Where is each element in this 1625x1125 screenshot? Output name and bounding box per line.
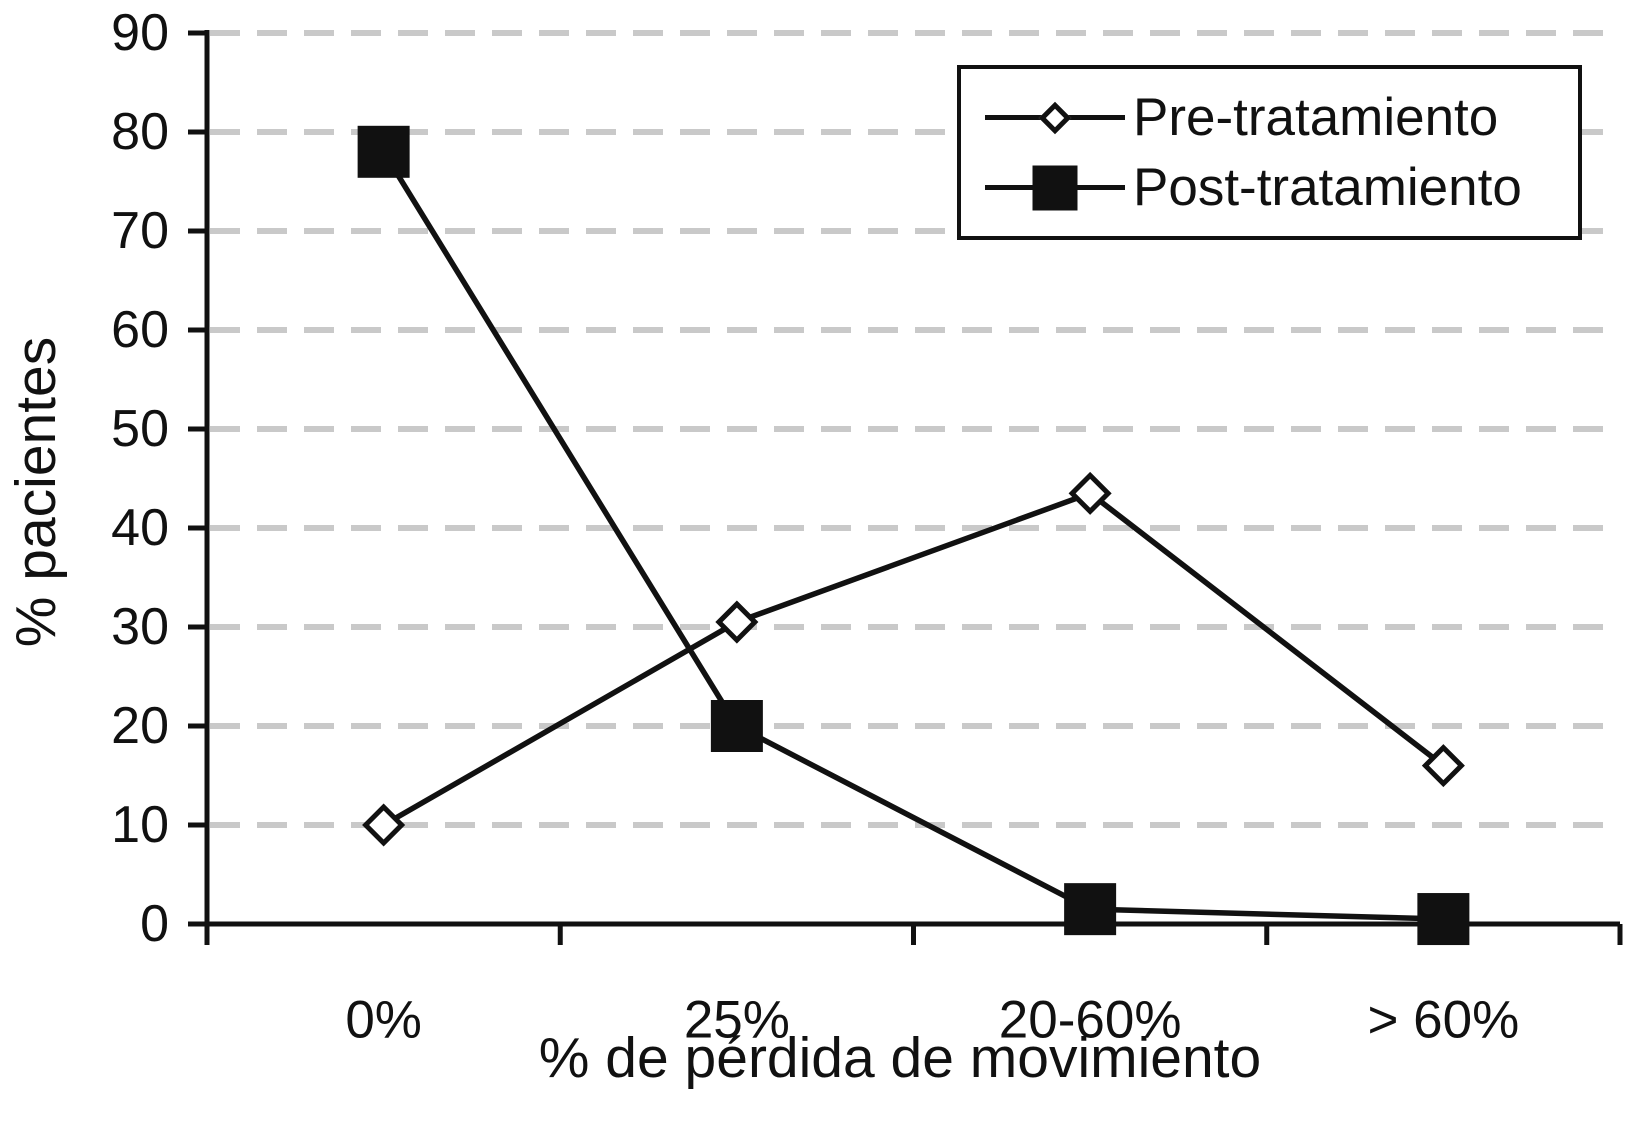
series-line-post-tratamiento [381,150,1444,922]
x-category-label: 0% [345,991,422,1050]
diamond-marker [715,600,759,644]
y-tick-labels: 0 10 20 30 40 50 60 70 80 90 [111,4,169,953]
square-marker [1064,883,1117,936]
legend: Pre-tratamiento Post-tratamiento [957,65,1582,240]
legend-item-post-tratamiento: Post-tratamiento [985,160,1578,216]
series-markers-pre-tratamiento [362,471,1465,847]
y-tick-label: 90 [111,4,169,62]
series-line-pre-tratamiento [382,490,1446,828]
diamond-marker [1421,744,1465,788]
legend-line-sample [985,160,1125,216]
x-category-label: > 60% [1367,991,1519,1050]
series-markers-post-tratamiento [357,125,1470,946]
y-tick-label: 0 [140,895,169,953]
x-category-label: 20-60% [999,991,1182,1050]
legend-label: Post-tratamiento [1133,158,1522,217]
y-tick-label: 40 [111,499,169,557]
legend-label: Pre-tratamiento [1133,88,1499,147]
diamond-marker [362,803,406,847]
square-marker [357,125,410,178]
legend-item-pre-tratamiento: Pre-tratamiento [985,90,1578,146]
legend-line-sample [985,90,1125,146]
axes [188,30,1623,945]
diamond-marker [1068,471,1112,515]
square-marker [1417,893,1470,946]
y-tick-label: 60 [111,301,169,359]
gridlines [210,30,1620,828]
x-category-labels: 0% 25% 20-60% > 60% [345,991,1519,1050]
y-tick-label: 20 [111,697,169,755]
y-tick-label: 70 [111,202,169,260]
y-tick-label: 80 [111,103,169,161]
diamond-marker-icon [1038,101,1072,134]
y-tick-label: 50 [111,400,169,458]
y-tick-label: 10 [111,796,169,854]
square-marker [710,700,763,752]
y-tick-label: 30 [111,598,169,656]
square-marker-icon [1032,165,1078,210]
y-axis-title: % pacientes [4,336,68,648]
x-axis-title: % de pérdida de movimiento [538,1026,1262,1090]
x-category-label: 25% [684,991,790,1050]
